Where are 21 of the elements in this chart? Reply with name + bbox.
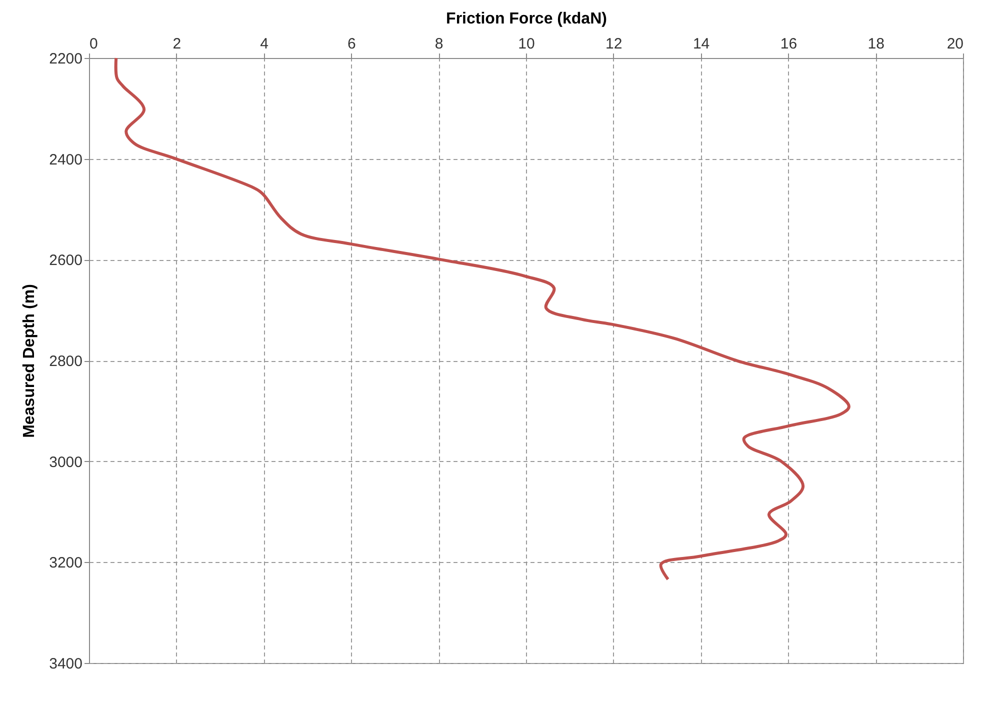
x-tick-label: 0: [90, 36, 98, 52]
x-tick-label: 10: [518, 36, 535, 52]
y-tick-label: 2200: [49, 50, 82, 68]
y-tick-label: 3400: [49, 656, 82, 672]
y-tick-label: 2800: [49, 353, 82, 370]
x-tick-label: 14: [692, 36, 710, 52]
y-axis-title: Measured Depth (m): [21, 284, 38, 438]
y-tick-label: 2600: [49, 252, 82, 270]
y-tick-label: 3000: [49, 454, 82, 471]
x-tick-label: 16: [780, 36, 798, 52]
x-tick-label: 12: [606, 36, 622, 52]
y-tick-label: 3200: [49, 554, 82, 572]
x-tick-label: 18: [868, 36, 884, 52]
x-tick-label: 6: [348, 36, 356, 52]
x-tick-label: 20: [946, 36, 964, 52]
x-axis-title: Friction Force (kdaN): [446, 10, 607, 28]
x-tick-label: 2: [172, 36, 182, 52]
x-tick-label: 4: [260, 36, 268, 52]
line-series: [114, 56, 850, 581]
x-tick-label: 8: [434, 36, 444, 52]
y-tick-label: 2400: [49, 151, 82, 168]
